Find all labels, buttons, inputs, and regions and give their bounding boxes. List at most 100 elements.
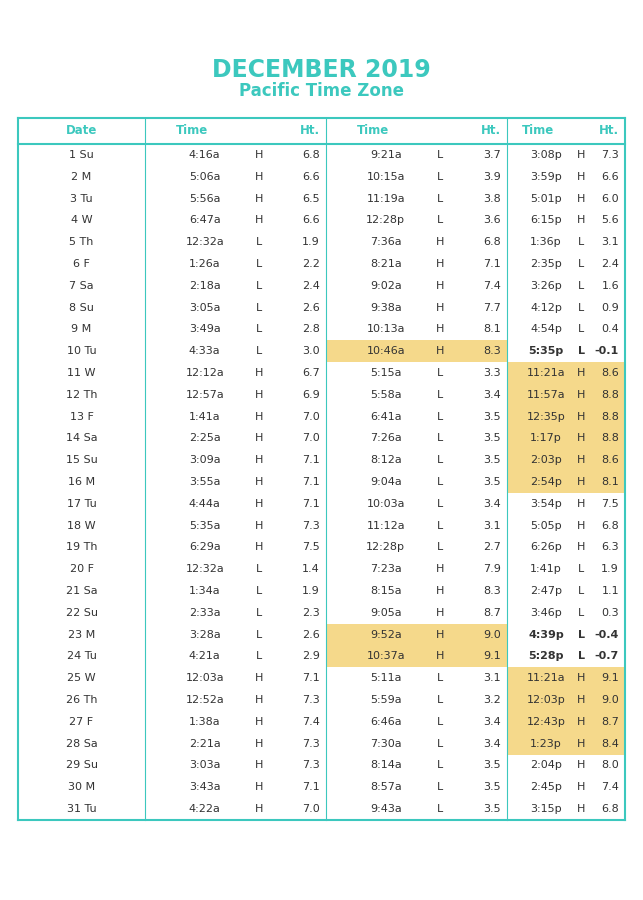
Text: 3.1: 3.1 <box>601 237 619 248</box>
Text: H: H <box>255 695 263 705</box>
Text: 3.5: 3.5 <box>484 434 501 444</box>
Text: 8.7: 8.7 <box>483 608 501 617</box>
Text: 1:23p: 1:23p <box>530 739 562 749</box>
Text: 11:12a: 11:12a <box>367 520 405 531</box>
Text: L: L <box>256 586 262 596</box>
Text: 9 M: 9 M <box>71 324 91 335</box>
Text: -0.1: -0.1 <box>595 346 619 356</box>
Text: 10 Tu: 10 Tu <box>67 346 96 356</box>
Text: 4:16a: 4:16a <box>189 150 221 160</box>
Text: 7.7: 7.7 <box>483 302 501 312</box>
Text: 1.1: 1.1 <box>601 586 619 596</box>
Bar <box>507 362 625 384</box>
Text: 22 Su: 22 Su <box>66 608 98 617</box>
Text: L: L <box>437 782 443 792</box>
Text: L: L <box>437 520 443 531</box>
Text: H: H <box>436 608 444 617</box>
Bar <box>507 406 625 428</box>
Text: 9:52a: 9:52a <box>370 630 402 640</box>
Bar <box>507 384 625 406</box>
Text: 11:57a: 11:57a <box>527 390 565 400</box>
Text: 7.4: 7.4 <box>302 717 320 727</box>
Text: 7.0: 7.0 <box>302 434 320 444</box>
Text: 4:21a: 4:21a <box>189 652 221 662</box>
Text: 3.0: 3.0 <box>302 346 320 356</box>
Text: 1:41a: 1:41a <box>189 411 221 421</box>
Text: 3.3: 3.3 <box>484 368 501 378</box>
Text: 1.6: 1.6 <box>601 281 619 291</box>
Text: 5:05p: 5:05p <box>530 520 562 531</box>
Text: 4:39p: 4:39p <box>528 630 564 640</box>
Text: 3.5: 3.5 <box>484 804 501 814</box>
Text: 3.5: 3.5 <box>484 411 501 421</box>
Text: L: L <box>578 259 584 269</box>
Text: H: H <box>255 804 263 814</box>
Text: 7.1: 7.1 <box>302 455 320 465</box>
Text: H: H <box>577 150 586 160</box>
Text: 1.9: 1.9 <box>601 564 619 574</box>
Text: 7.5: 7.5 <box>302 543 320 553</box>
Text: 5:35a: 5:35a <box>189 520 221 531</box>
Bar <box>507 471 625 493</box>
Text: H: H <box>255 760 263 770</box>
Text: 2.2: 2.2 <box>302 259 320 269</box>
Text: L: L <box>578 630 585 640</box>
Text: 16 M: 16 M <box>68 477 95 487</box>
Text: 18 W: 18 W <box>67 520 96 531</box>
Text: 10:13a: 10:13a <box>367 324 405 335</box>
Text: H: H <box>255 150 263 160</box>
Text: Time: Time <box>521 124 554 138</box>
Text: 2:03p: 2:03p <box>530 455 562 465</box>
Text: H: H <box>255 411 263 421</box>
Text: H: H <box>255 477 263 487</box>
Text: 9.1: 9.1 <box>601 673 619 683</box>
Text: 3.4: 3.4 <box>484 390 501 400</box>
Text: 3:26p: 3:26p <box>530 281 562 291</box>
Text: L: L <box>437 172 443 182</box>
Text: 3:59p: 3:59p <box>530 172 562 182</box>
Text: 3.4: 3.4 <box>484 499 501 508</box>
Text: H: H <box>255 543 263 553</box>
Text: L: L <box>437 411 443 421</box>
Text: 2:18a: 2:18a <box>189 281 221 291</box>
Text: 9:04a: 9:04a <box>370 477 402 487</box>
Text: 1:41p: 1:41p <box>530 564 562 574</box>
Text: 6:41a: 6:41a <box>370 411 401 421</box>
Text: 8.1: 8.1 <box>484 324 501 335</box>
Text: 6:46a: 6:46a <box>370 717 401 727</box>
Text: H: H <box>255 368 263 378</box>
Text: 12:12a: 12:12a <box>185 368 224 378</box>
Text: 6.8: 6.8 <box>484 237 501 248</box>
Text: 0.3: 0.3 <box>601 608 619 617</box>
Text: 1:26a: 1:26a <box>189 259 221 269</box>
Text: H: H <box>577 804 586 814</box>
Text: 15 Su: 15 Su <box>66 455 97 465</box>
Text: 4:54p: 4:54p <box>530 324 562 335</box>
Text: Ht.: Ht. <box>599 124 619 138</box>
Text: H: H <box>577 368 586 378</box>
Text: 26 Th: 26 Th <box>66 695 97 705</box>
Text: 2.4: 2.4 <box>302 281 320 291</box>
Text: 2.9: 2.9 <box>302 652 320 662</box>
Text: 4:33a: 4:33a <box>189 346 221 356</box>
Text: 5:15a: 5:15a <box>370 368 401 378</box>
Text: 7.3: 7.3 <box>302 695 320 705</box>
Text: 3.5: 3.5 <box>484 782 501 792</box>
Text: 0.4: 0.4 <box>601 324 619 335</box>
Text: H: H <box>577 194 586 203</box>
Text: 3.9: 3.9 <box>484 172 501 182</box>
Text: 7:26a: 7:26a <box>370 434 402 444</box>
Text: 2:33a: 2:33a <box>189 608 221 617</box>
Text: 11:21a: 11:21a <box>527 368 565 378</box>
Text: 2.6: 2.6 <box>302 630 320 640</box>
Text: 12:28p: 12:28p <box>367 215 405 225</box>
Text: 2:25a: 2:25a <box>189 434 221 444</box>
Text: H: H <box>436 346 444 356</box>
Text: H: H <box>255 215 263 225</box>
Text: -0.7: -0.7 <box>595 652 619 662</box>
Text: H: H <box>255 673 263 683</box>
Text: 3.1: 3.1 <box>484 520 501 531</box>
Text: 2:35p: 2:35p <box>530 259 562 269</box>
Text: 12:43p: 12:43p <box>527 717 565 727</box>
Text: 14 Sa: 14 Sa <box>66 434 97 444</box>
